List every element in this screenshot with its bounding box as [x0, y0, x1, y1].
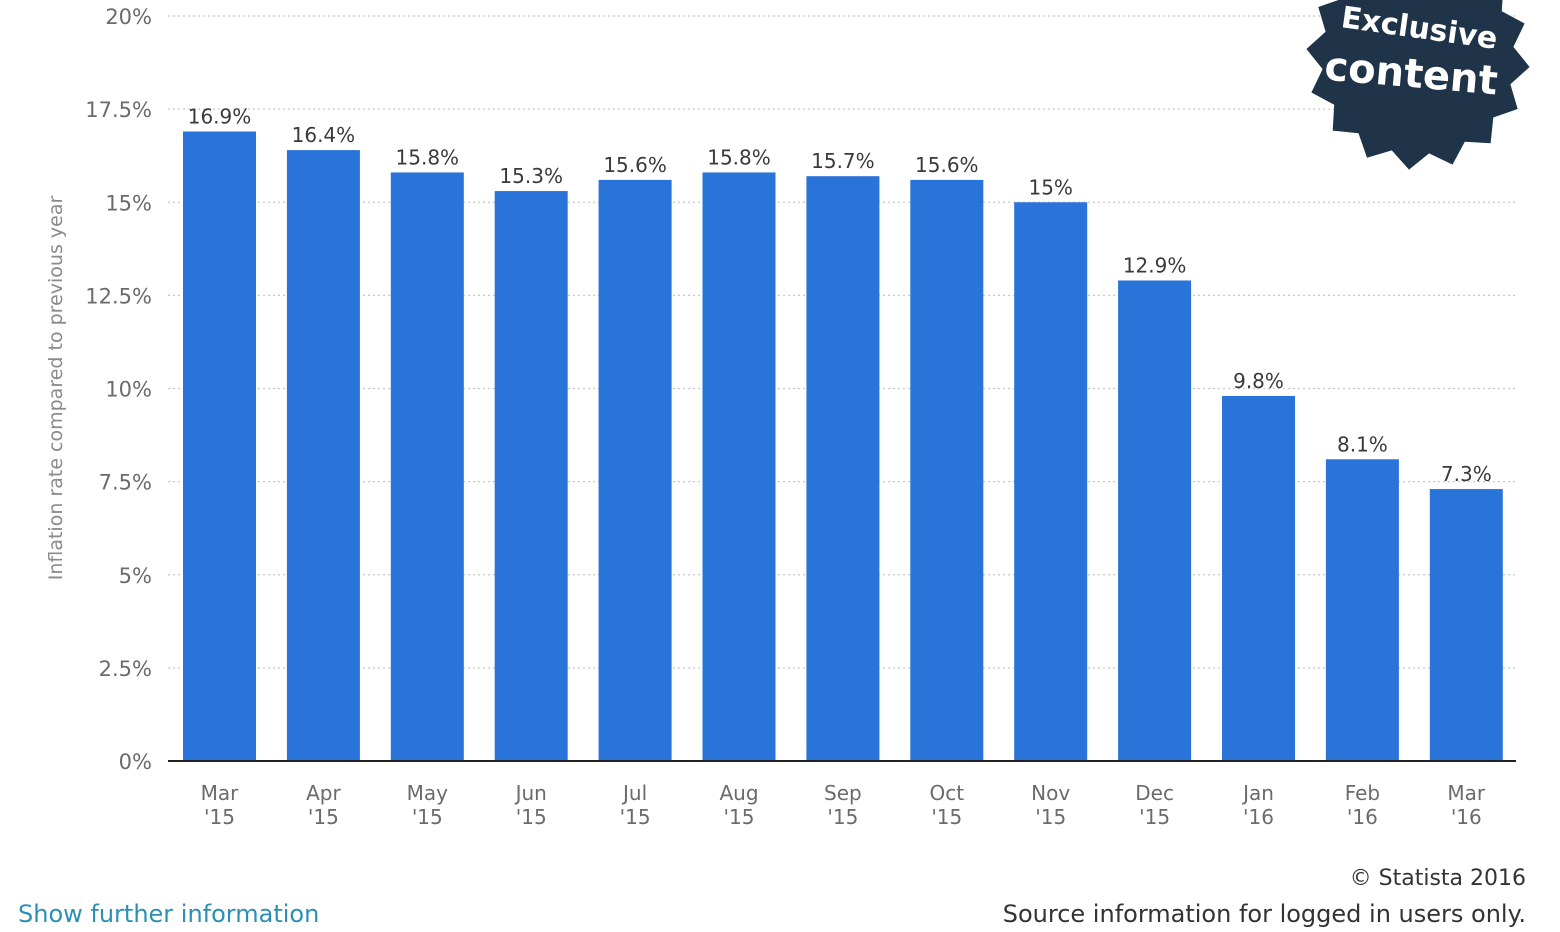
data-label: 12.9% [1123, 253, 1187, 277]
x-tick-label-year: '15 [1139, 805, 1170, 829]
bar [1325, 459, 1399, 761]
data-labels: 16.9% 16.4% 15.8% 15.3% 15.6% 15.8% 15.7% 15.6%… [188, 104, 1492, 486]
x-tick-label-year: '16 [1347, 805, 1378, 829]
data-label: 15.3% [499, 164, 563, 188]
x-tick-label: Nov [1031, 781, 1070, 805]
y-tick-label: 10% [105, 378, 152, 402]
y-tick-label: 7.5% [99, 471, 152, 495]
y-tick-label: 2.5% [99, 657, 152, 681]
data-label: 7.3% [1441, 462, 1492, 486]
x-tick-label-year: '15 [827, 805, 858, 829]
x-tick-label: Jul [621, 781, 647, 805]
data-label: 15.8% [707, 145, 771, 169]
y-tick-label: 12.5% [85, 284, 152, 308]
bars [183, 131, 1503, 762]
x-tick-label-year: '15 [724, 805, 755, 829]
x-tick-label: Dec [1135, 781, 1174, 805]
data-label: 15.6% [603, 153, 667, 177]
x-tick-label: Oct [930, 781, 965, 805]
x-tick-label-year: '15 [620, 805, 651, 829]
bar [598, 179, 672, 761]
bar [1014, 202, 1088, 761]
data-label: 8.1% [1337, 432, 1388, 456]
data-label: 15% [1028, 175, 1072, 199]
x-tick-label-year: '15 [412, 805, 443, 829]
x-tick-label-year: '16 [1243, 805, 1274, 829]
x-tick-label-year: '15 [204, 805, 235, 829]
x-tick-label: Sep [824, 781, 862, 805]
x-tick-label-year: '15 [931, 805, 962, 829]
y-axis-title: Inflation rate compared to previous year [45, 196, 67, 581]
copyright-text: © Statista 2016 [1349, 866, 1526, 891]
data-label: 15.7% [811, 149, 875, 173]
x-tick-label: Jan [1241, 781, 1274, 805]
bar [1118, 280, 1192, 761]
x-tick-label: Aug [719, 781, 758, 805]
x-axis: Mar'15Apr'15May'15Jun'15Jul'15Aug'15Sep'… [168, 760, 1516, 829]
x-tick-label: Mar [201, 781, 240, 805]
data-label: 15.8% [396, 145, 460, 169]
show-further-information-link[interactable]: Show further information [18, 900, 320, 928]
x-tick-label: Feb [1345, 781, 1380, 805]
bar [494, 191, 568, 761]
badge-star-icon [1306, 0, 1530, 170]
x-tick-label: Apr [306, 781, 341, 805]
bar [183, 131, 256, 762]
y-axis: 0% 2.5% 5% 7.5% 10% 12.5% 15% 17.5% 20% [85, 5, 152, 774]
source-info-text[interactable]: Source information for logged in users o… [1002, 900, 1526, 928]
bar [806, 176, 880, 762]
exclusive-content-badge[interactable]: Exclusive content [1306, 0, 1530, 170]
x-tick-label-year: '15 [308, 805, 339, 829]
bar [286, 150, 360, 762]
x-tick-label-year: '15 [516, 805, 547, 829]
x-tick-label: May [407, 781, 449, 805]
data-label: 16.9% [188, 104, 252, 128]
bar [1429, 489, 1503, 761]
y-tick-label: 15% [105, 191, 152, 215]
data-label: 15.6% [915, 153, 979, 177]
y-tick-label: 5% [119, 564, 152, 588]
x-tick-label: Mar [1447, 781, 1486, 805]
y-tick-label: 20% [105, 5, 152, 29]
x-tick-label-year: '16 [1451, 805, 1482, 829]
y-tick-label: 0% [119, 750, 152, 774]
bar [702, 172, 776, 761]
bar [390, 172, 464, 761]
bar [1222, 395, 1295, 761]
data-label: 9.8% [1233, 369, 1284, 393]
x-tick-label-year: '15 [1035, 805, 1066, 829]
x-tick-label: Jun [514, 781, 547, 805]
bar [910, 179, 984, 761]
data-label: 16.4% [292, 123, 356, 147]
y-tick-label: 17.5% [85, 98, 152, 122]
